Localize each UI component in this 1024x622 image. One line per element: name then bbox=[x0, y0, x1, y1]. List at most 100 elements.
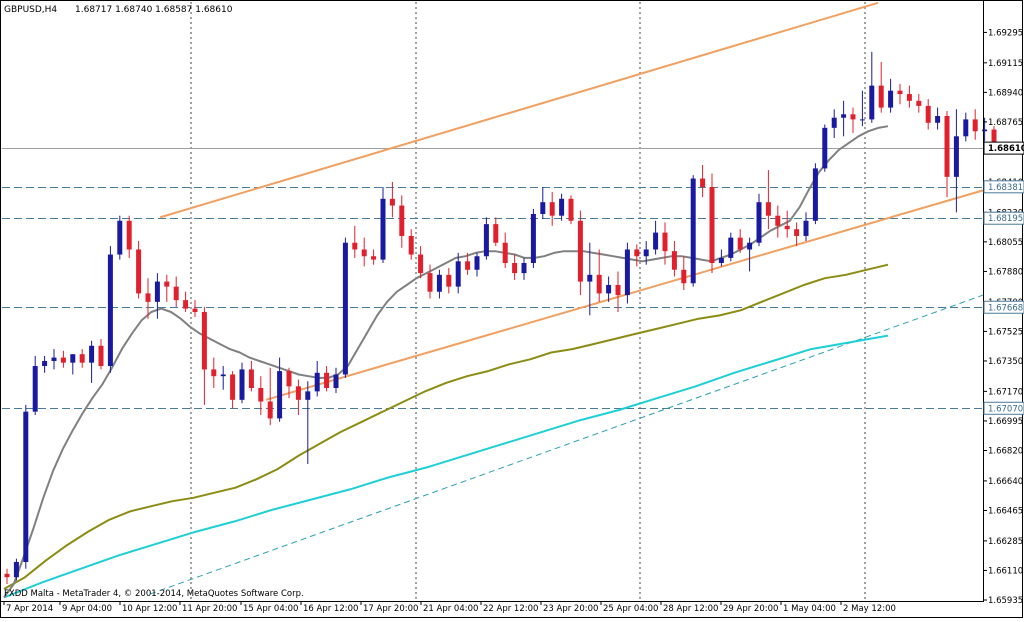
candle-body bbox=[681, 269, 687, 284]
candle-body bbox=[549, 202, 555, 216]
x-tick-label: 29 Apr 20:00 bbox=[723, 604, 778, 614]
candle-body bbox=[606, 284, 612, 294]
candle-body bbox=[906, 94, 912, 101]
candle-body bbox=[521, 262, 527, 274]
candle-body bbox=[192, 308, 198, 312]
candle-body bbox=[352, 242, 358, 250]
candle-body bbox=[164, 281, 170, 287]
candle-body bbox=[446, 274, 452, 287]
candle-body bbox=[512, 262, 518, 274]
candle-body bbox=[756, 202, 762, 243]
candle-body bbox=[314, 372, 320, 392]
x-tick-label: 1 May 04:00 bbox=[783, 604, 836, 614]
candle-body bbox=[13, 561, 19, 578]
candle-body bbox=[418, 254, 424, 274]
candle-body bbox=[267, 401, 273, 419]
y-tick-label: 1.65935 bbox=[988, 596, 1023, 606]
y-tick-label: 1.68765 bbox=[988, 118, 1023, 128]
candle-body bbox=[925, 105, 931, 123]
candle-body bbox=[248, 369, 254, 388]
candle-body bbox=[878, 85, 884, 108]
x-tick-label: 15 Apr 04:00 bbox=[243, 604, 298, 614]
ma-mid-line bbox=[3, 263, 889, 590]
candle-body bbox=[286, 371, 292, 387]
candle-body bbox=[916, 100, 922, 106]
candle-body bbox=[747, 242, 753, 250]
y-tick-label: 1.66640 bbox=[988, 477, 1023, 487]
price-marker-label: 1.67070 bbox=[988, 404, 1023, 414]
x-tick-label: 21 Apr 04:00 bbox=[423, 604, 478, 614]
diagonal-trendline bbox=[149, 294, 984, 595]
candle-body bbox=[173, 286, 179, 301]
candle-body bbox=[765, 202, 771, 216]
candle-body bbox=[690, 178, 696, 284]
last-price-marker bbox=[983, 141, 1024, 155]
candle-body bbox=[869, 85, 875, 120]
x-tick-label: 16 Apr 12:00 bbox=[303, 604, 358, 614]
candle-body bbox=[530, 214, 536, 263]
candle-body bbox=[427, 273, 433, 292]
candle-body bbox=[709, 186, 715, 263]
candle-body bbox=[718, 257, 724, 263]
candle-body bbox=[577, 220, 583, 282]
x-tick-label: 17 Apr 20:00 bbox=[363, 604, 418, 614]
candle-body bbox=[822, 127, 828, 169]
candle-body bbox=[700, 178, 706, 187]
candle-body bbox=[972, 119, 978, 132]
candle-body bbox=[982, 129, 988, 132]
candle-body bbox=[653, 232, 659, 250]
price-marker-label: 1.68195 bbox=[988, 214, 1023, 224]
horizontal-levels bbox=[2, 148, 983, 409]
level-price-marker bbox=[983, 300, 1024, 314]
candle-body bbox=[126, 220, 132, 250]
candle-body bbox=[436, 274, 442, 292]
candle-body bbox=[831, 117, 837, 128]
candle-body bbox=[42, 360, 48, 367]
candle-body bbox=[803, 220, 809, 236]
candle-body bbox=[935, 116, 941, 123]
y-tick-label: 1.69115 bbox=[988, 59, 1023, 69]
candle-body bbox=[220, 374, 226, 377]
candle-body bbox=[897, 90, 903, 95]
candle-body bbox=[230, 374, 236, 400]
candle-body bbox=[502, 242, 508, 263]
candle-body bbox=[624, 249, 630, 296]
level-price-marker bbox=[983, 211, 1024, 225]
candle-body bbox=[455, 261, 461, 287]
candle-body bbox=[728, 237, 734, 258]
y-tick-label: 1.67880 bbox=[988, 267, 1023, 277]
y-tick-label: 1.66995 bbox=[988, 417, 1023, 427]
candle-body bbox=[136, 249, 142, 294]
candle-body bbox=[389, 198, 395, 206]
candle-body bbox=[794, 229, 800, 236]
ohlc-label: 1.68717 1.68740 1.68587 1.68610 bbox=[75, 5, 233, 15]
y-tick-label: 1.68055 bbox=[988, 238, 1023, 248]
candle-body bbox=[784, 225, 790, 230]
trend-lines bbox=[149, 1, 984, 595]
candle-body bbox=[775, 215, 781, 226]
level-price-marker bbox=[983, 401, 1024, 415]
x-tick-label: 28 Apr 12:00 bbox=[663, 604, 718, 614]
candle-body bbox=[361, 249, 367, 257]
candle-body bbox=[483, 224, 489, 257]
candle-body bbox=[324, 372, 330, 388]
candle-body bbox=[596, 274, 602, 294]
candle-body bbox=[737, 237, 743, 250]
x-tick-label: 11 Apr 20:00 bbox=[182, 604, 237, 614]
x-tick-label: 2 May 12:00 bbox=[843, 604, 896, 614]
y-tick-label: 1.66820 bbox=[988, 447, 1023, 457]
candle-body bbox=[211, 369, 217, 377]
candle-body bbox=[991, 129, 997, 149]
candle-body bbox=[342, 242, 348, 375]
candle-body bbox=[841, 114, 847, 118]
candle-body bbox=[154, 281, 160, 302]
candle-body bbox=[493, 224, 499, 243]
candle-body bbox=[98, 345, 104, 367]
y-tick-label: 1.68940 bbox=[988, 88, 1023, 98]
channel-line bbox=[159, 1, 879, 219]
level-price-marker bbox=[983, 180, 1024, 194]
candle-body bbox=[888, 90, 894, 108]
candle-body bbox=[51, 357, 57, 361]
